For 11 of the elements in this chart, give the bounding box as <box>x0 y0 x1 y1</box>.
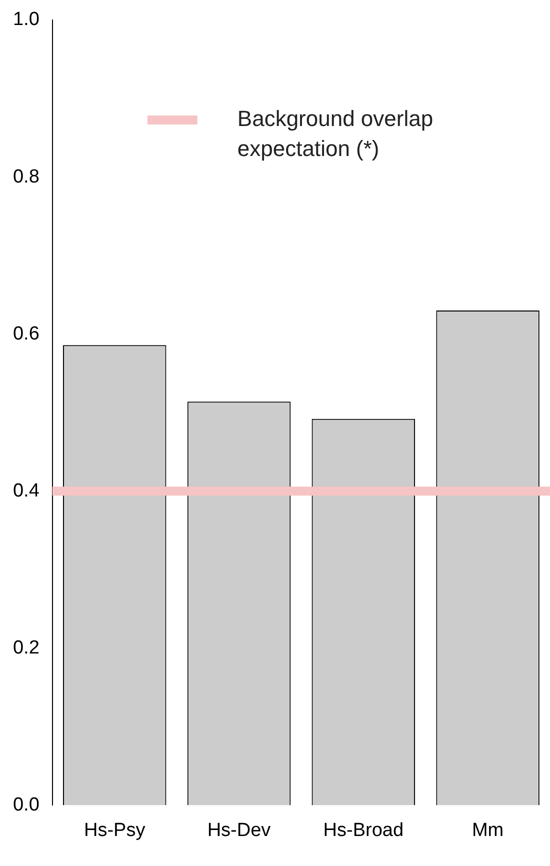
legend-label: Background overlap expectation (*) <box>237 106 434 162</box>
x-tick-label: Hs-Broad <box>323 820 404 841</box>
y-tick-label: 0.0 <box>12 794 40 816</box>
x-tick-label: Hs-Dev <box>207 820 272 841</box>
y-tick-label: 0.6 <box>12 323 40 344</box>
x-tick-label: Hs-Psy <box>84 820 146 841</box>
y-tick-label: 0.2 <box>12 637 40 658</box>
x-tick-label: Mm <box>472 820 504 841</box>
y-tick-label: 1.0 <box>12 9 40 30</box>
y-tick-label: 0.8 <box>12 166 40 188</box>
y-tick-label: 0.4 <box>12 480 40 502</box>
